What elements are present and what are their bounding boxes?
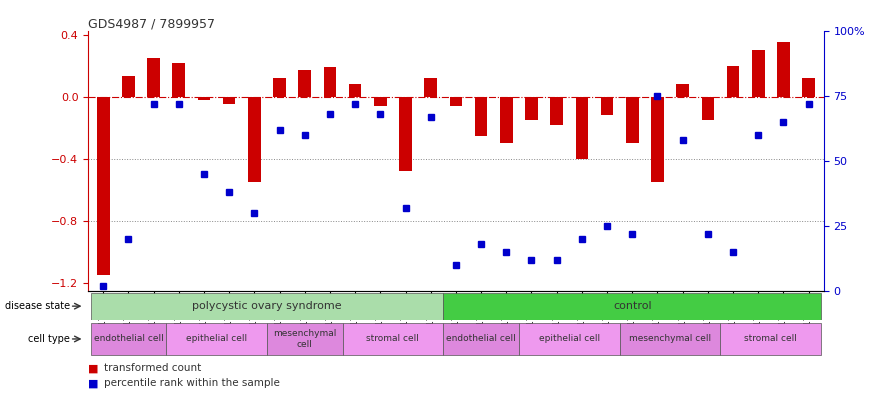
- Text: ■: ■: [88, 363, 102, 373]
- Bar: [500, 97, 513, 143]
- Bar: [803, 78, 815, 97]
- Bar: [777, 42, 789, 97]
- Bar: [267, 323, 343, 355]
- Bar: [651, 97, 663, 182]
- Bar: [167, 323, 267, 355]
- Text: epithelial cell: epithelial cell: [186, 334, 248, 343]
- Bar: [248, 97, 261, 182]
- Bar: [575, 97, 589, 159]
- Text: epithelial cell: epithelial cell: [538, 334, 600, 343]
- Bar: [677, 84, 689, 97]
- Bar: [601, 97, 613, 115]
- Bar: [323, 67, 337, 97]
- Bar: [147, 58, 159, 97]
- Bar: [443, 292, 821, 320]
- Bar: [626, 97, 639, 143]
- Bar: [475, 97, 487, 136]
- Text: control: control: [613, 301, 652, 311]
- Bar: [197, 97, 211, 100]
- Bar: [519, 323, 619, 355]
- Bar: [551, 97, 563, 125]
- Text: mesenchymal cell: mesenchymal cell: [629, 334, 711, 343]
- Bar: [223, 97, 235, 105]
- Text: cell type: cell type: [28, 334, 70, 344]
- Bar: [701, 97, 714, 120]
- Bar: [97, 97, 109, 275]
- Text: mesenchymal
cell: mesenchymal cell: [273, 329, 337, 349]
- Bar: [122, 77, 135, 97]
- Bar: [443, 323, 519, 355]
- Bar: [721, 323, 821, 355]
- Bar: [299, 70, 311, 97]
- Bar: [349, 84, 361, 97]
- Bar: [525, 97, 537, 120]
- Text: polycystic ovary syndrome: polycystic ovary syndrome: [192, 301, 342, 311]
- Bar: [727, 66, 739, 97]
- Bar: [752, 50, 765, 97]
- Text: endothelial cell: endothelial cell: [447, 334, 516, 343]
- Bar: [619, 323, 721, 355]
- Bar: [374, 97, 387, 106]
- Bar: [173, 62, 185, 97]
- Text: disease state: disease state: [4, 301, 70, 311]
- Text: stromal cell: stromal cell: [744, 334, 797, 343]
- Text: endothelial cell: endothelial cell: [93, 334, 163, 343]
- Text: stromal cell: stromal cell: [366, 334, 419, 343]
- Bar: [449, 97, 463, 106]
- Bar: [273, 78, 285, 97]
- Bar: [399, 97, 411, 171]
- Bar: [343, 323, 443, 355]
- Text: GDS4987 / 7899957: GDS4987 / 7899957: [88, 17, 215, 30]
- Bar: [91, 292, 443, 320]
- Text: ■: ■: [88, 378, 102, 388]
- Bar: [425, 78, 437, 97]
- Text: percentile rank within the sample: percentile rank within the sample: [104, 378, 280, 388]
- Text: transformed count: transformed count: [104, 363, 201, 373]
- Bar: [91, 323, 167, 355]
